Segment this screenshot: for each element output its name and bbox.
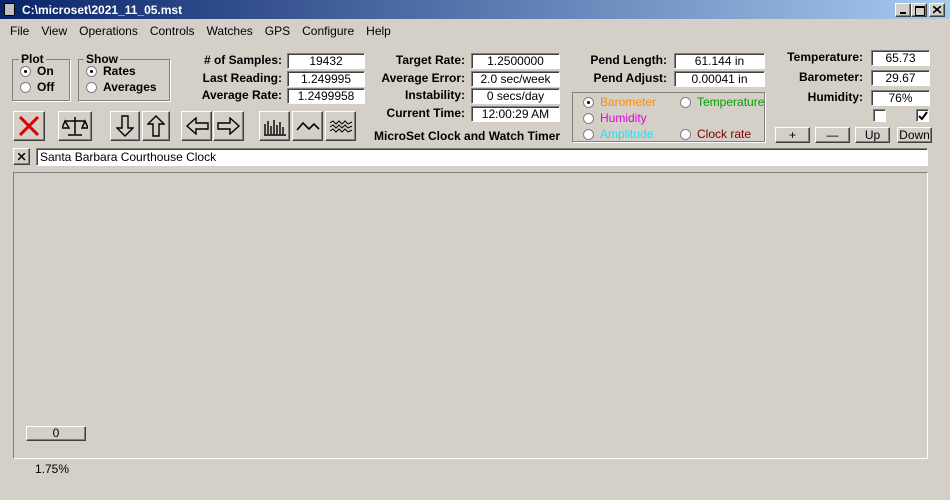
radio[interactable] xyxy=(583,113,594,124)
radio[interactable] xyxy=(583,97,594,108)
radio-label[interactable]: Averages xyxy=(103,80,157,94)
show-group xyxy=(78,59,170,101)
field-label: Current Time: xyxy=(386,105,465,120)
checkbox[interactable] xyxy=(873,109,886,122)
field-value: 76% xyxy=(871,90,930,106)
radio[interactable] xyxy=(20,82,31,93)
legend-entry[interactable]: Amplitude xyxy=(600,127,654,141)
field-value: 1.2500000 xyxy=(471,53,560,69)
radio-label[interactable]: On xyxy=(37,64,54,78)
title-bar: C:\microset\2021_11_05.mst 2325262728293… xyxy=(0,0,950,19)
right-button[interactable] xyxy=(213,111,244,141)
radio[interactable] xyxy=(86,66,97,77)
radio[interactable] xyxy=(680,129,691,140)
field-label: Humidity: xyxy=(807,90,863,104)
radio[interactable] xyxy=(583,129,594,140)
field-value: 19432 xyxy=(287,53,365,69)
adjust-button[interactable]: + xyxy=(775,127,810,143)
menu-item[interactable]: Controls xyxy=(149,24,195,38)
field-value: 2.0 sec/week xyxy=(471,70,560,87)
legend-entry[interactable]: Temperature xyxy=(697,95,765,109)
field-label: Average Error: xyxy=(381,70,465,85)
up-button[interactable] xyxy=(142,111,170,141)
menu-item[interactable]: GPS xyxy=(264,24,291,38)
app-icon xyxy=(4,3,15,16)
field-value: 0.00041 in xyxy=(674,70,765,87)
field-value: 65.73 xyxy=(871,50,930,66)
zoom-label: 1.75% xyxy=(35,462,70,476)
adjust-button[interactable]: Up xyxy=(855,127,890,143)
clear-button[interactable] xyxy=(13,111,45,141)
radio-label[interactable]: Off xyxy=(37,80,55,94)
field-value: 0 secs/day xyxy=(471,88,560,104)
field-label: Instability: xyxy=(404,88,465,102)
menu-item[interactable]: View xyxy=(41,24,68,38)
group-title: Show xyxy=(84,52,120,66)
field-value: 29.67 xyxy=(871,70,930,86)
down-button[interactable] xyxy=(110,111,140,141)
field-label: Temperature: xyxy=(787,50,863,64)
field-value: 12:00:29 AM xyxy=(471,105,560,122)
radio[interactable] xyxy=(86,82,97,93)
adjust-button[interactable]: Down xyxy=(897,127,932,143)
field-label: Barometer: xyxy=(798,70,863,84)
scroll-reset-button[interactable]: 0 xyxy=(26,426,86,441)
field-label: Last Reading: xyxy=(202,70,282,85)
field-value: 1.2499958 xyxy=(287,88,365,104)
menu-item[interactable]: File xyxy=(10,24,30,38)
legend-box xyxy=(572,92,765,142)
legend-entry[interactable]: Barometer xyxy=(600,95,657,109)
field-label: Average Rate: xyxy=(201,88,282,102)
chart-frame xyxy=(13,172,928,459)
field-value: 61.144 in xyxy=(674,53,765,69)
left-button[interactable] xyxy=(181,111,212,141)
watch-name-field[interactable]: Santa Barbara Courthouse Clock xyxy=(36,148,928,166)
checkbox[interactable] xyxy=(916,109,929,122)
close-watch-button[interactable] xyxy=(13,148,30,165)
menu-item[interactable]: Help xyxy=(366,24,391,38)
group-title: Plot xyxy=(19,52,46,66)
app-subtitle: MicroSet Clock and Watch Timer xyxy=(374,129,561,143)
field-label: Target Rate: xyxy=(395,53,465,67)
field-label: # of Samples: xyxy=(203,53,282,67)
menu-item[interactable]: Operations xyxy=(79,24,138,38)
field-label: Pend Length: xyxy=(590,53,667,67)
adjust-button[interactable]: — xyxy=(815,127,850,143)
bars-button[interactable] xyxy=(259,111,290,141)
legend-entry[interactable]: Clock rate xyxy=(697,127,752,141)
window-title: C:\microset\2021_11_05.mst xyxy=(22,3,183,17)
wave-button[interactable] xyxy=(292,111,323,141)
close-button[interactable]: 232526272829303112345Day:1.2499601.24997… xyxy=(929,3,945,17)
field-value: 1.249995 xyxy=(287,70,365,87)
field-label: Pend Adjust: xyxy=(593,70,667,85)
balance-button[interactable] xyxy=(58,111,92,141)
noise-button[interactable] xyxy=(325,111,356,141)
menu-item[interactable]: Watches xyxy=(206,24,253,38)
legend-entry[interactable]: Humidity xyxy=(600,111,647,125)
maximize-button[interactable] xyxy=(911,3,927,17)
minimize-button[interactable] xyxy=(895,3,911,17)
radio[interactable] xyxy=(20,66,31,77)
menu-item[interactable]: Configure xyxy=(302,24,355,38)
radio[interactable] xyxy=(680,97,691,108)
radio-label[interactable]: Rates xyxy=(103,64,136,78)
